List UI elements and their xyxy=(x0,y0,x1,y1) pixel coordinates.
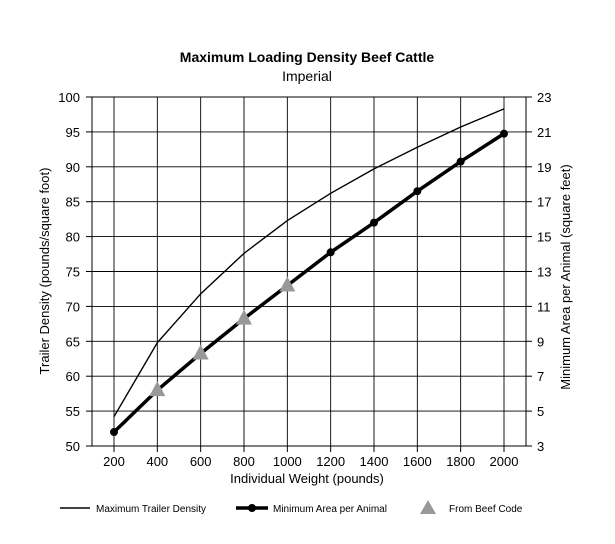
y-tick-label-right: 7 xyxy=(537,369,544,384)
min-area-point xyxy=(413,187,422,196)
y-tick-label-left: 100 xyxy=(58,90,80,105)
legend-min-area-dot xyxy=(248,504,256,512)
beef-code-triangle xyxy=(192,344,209,360)
legend-max-trailer-density-label: Maximum Trailer Density xyxy=(96,504,206,515)
y-tick-label-right: 17 xyxy=(537,195,551,210)
beef-code-triangle xyxy=(236,309,252,325)
y-tick-label-right: 9 xyxy=(537,334,544,349)
series-min-area-line xyxy=(112,132,505,434)
legend: Maximum Trailer Density Minimum Area per… xyxy=(60,500,523,515)
y-tick-label-left: 55 xyxy=(66,404,80,419)
beef-code-triangle xyxy=(279,276,296,292)
y-tick-label-right: 19 xyxy=(537,160,551,175)
beef-code-triangle xyxy=(149,381,166,397)
y-tick-label-right: 15 xyxy=(537,230,551,245)
y-tick-label-right: 13 xyxy=(537,265,551,280)
min-area-point xyxy=(456,157,465,166)
y-tick-label-right: 23 xyxy=(537,90,551,105)
x-tick-label: 2000 xyxy=(490,454,519,469)
min-area-point xyxy=(370,218,378,227)
grid-lines xyxy=(92,97,526,446)
x-tick-label: 1600 xyxy=(403,454,432,469)
y-tick-label-right: 21 xyxy=(537,125,551,140)
y-tick-label-left: 85 xyxy=(66,195,80,210)
axes: 200 400 600 800 1000 1200 1400 1600 1800 20005055… xyxy=(58,90,551,469)
x-tick-label: 400 xyxy=(146,454,168,469)
x-tick-label: 1400 xyxy=(360,454,389,469)
y-axis-label-right: Minimum Area per Animal (square feet) xyxy=(558,164,573,389)
x-tick-label: 600 xyxy=(190,454,212,469)
x-tick-label: 800 xyxy=(233,454,255,469)
chart-title: Maximum Loading Density Beef Cattle xyxy=(180,49,435,65)
y-axis-label-left: Trailer Density (pounds/square foot) xyxy=(37,168,52,375)
y-tick-label-left: 60 xyxy=(66,369,80,384)
series-max-trailer-density-line xyxy=(113,108,505,418)
min-area-point xyxy=(326,248,335,257)
legend-beef-code-triangle xyxy=(420,500,436,514)
y-tick-label-left: 90 xyxy=(66,160,80,175)
min-area-point xyxy=(500,129,508,138)
y-tick-label-left: 65 xyxy=(66,334,80,349)
min-area-point xyxy=(110,428,118,437)
legend-beef-code-label: From Beef Code xyxy=(449,504,523,515)
chart-subtitle: Imperial xyxy=(282,68,332,84)
y-tick-label-left: 95 xyxy=(66,125,80,140)
y-tick-label-right: 3 xyxy=(537,439,544,454)
x-tick-label: 200 xyxy=(103,454,125,469)
plot-series xyxy=(110,108,508,437)
y-tick-label-right: 5 xyxy=(537,404,544,419)
y-tick-label-left: 70 xyxy=(66,299,80,314)
x-tick-label: 1800 xyxy=(446,454,475,469)
x-tick-label: 1000 xyxy=(273,454,302,469)
x-axis-label: Individual Weight (pounds) xyxy=(230,471,384,486)
y-tick-label-left: 80 xyxy=(66,230,80,245)
x-tick-label: 1200 xyxy=(316,454,345,469)
legend-min-area-label: Minimum Area per Animal xyxy=(273,504,387,515)
y-tick-label-right: 11 xyxy=(537,299,551,314)
y-tick-label-left: 75 xyxy=(66,265,80,280)
y-tick-label-left: 50 xyxy=(66,439,80,454)
